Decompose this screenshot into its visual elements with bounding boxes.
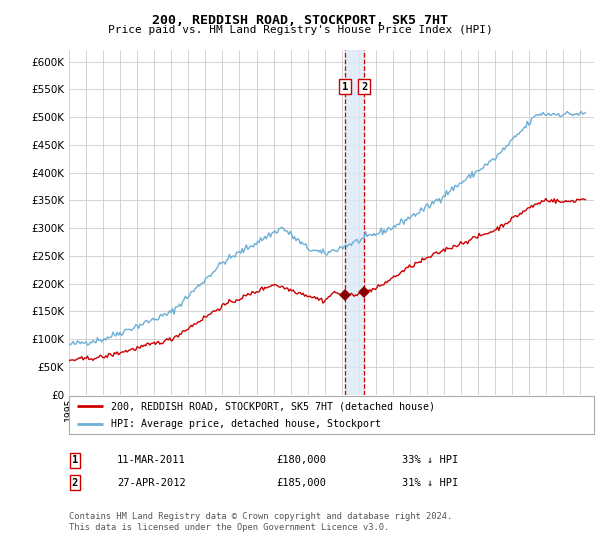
Text: 1: 1 <box>72 455 78 465</box>
Text: 2: 2 <box>361 82 367 92</box>
Text: 11-MAR-2011: 11-MAR-2011 <box>117 455 186 465</box>
Text: 1: 1 <box>342 82 348 92</box>
Text: 2: 2 <box>72 478 78 488</box>
Text: 33% ↓ HPI: 33% ↓ HPI <box>402 455 458 465</box>
Text: £180,000: £180,000 <box>276 455 326 465</box>
Text: £185,000: £185,000 <box>276 478 326 488</box>
Text: 200, REDDISH ROAD, STOCKPORT, SK5 7HT: 200, REDDISH ROAD, STOCKPORT, SK5 7HT <box>152 14 448 27</box>
Text: HPI: Average price, detached house, Stockport: HPI: Average price, detached house, Stoc… <box>111 419 381 429</box>
Bar <box>345 50 364 395</box>
Text: 200, REDDISH ROAD, STOCKPORT, SK5 7HT (detached house): 200, REDDISH ROAD, STOCKPORT, SK5 7HT (d… <box>111 401 435 411</box>
Text: 27-APR-2012: 27-APR-2012 <box>117 478 186 488</box>
Text: 31% ↓ HPI: 31% ↓ HPI <box>402 478 458 488</box>
Text: Contains HM Land Registry data © Crown copyright and database right 2024.
This d: Contains HM Land Registry data © Crown c… <box>69 512 452 532</box>
Text: Price paid vs. HM Land Registry's House Price Index (HPI): Price paid vs. HM Land Registry's House … <box>107 25 493 35</box>
